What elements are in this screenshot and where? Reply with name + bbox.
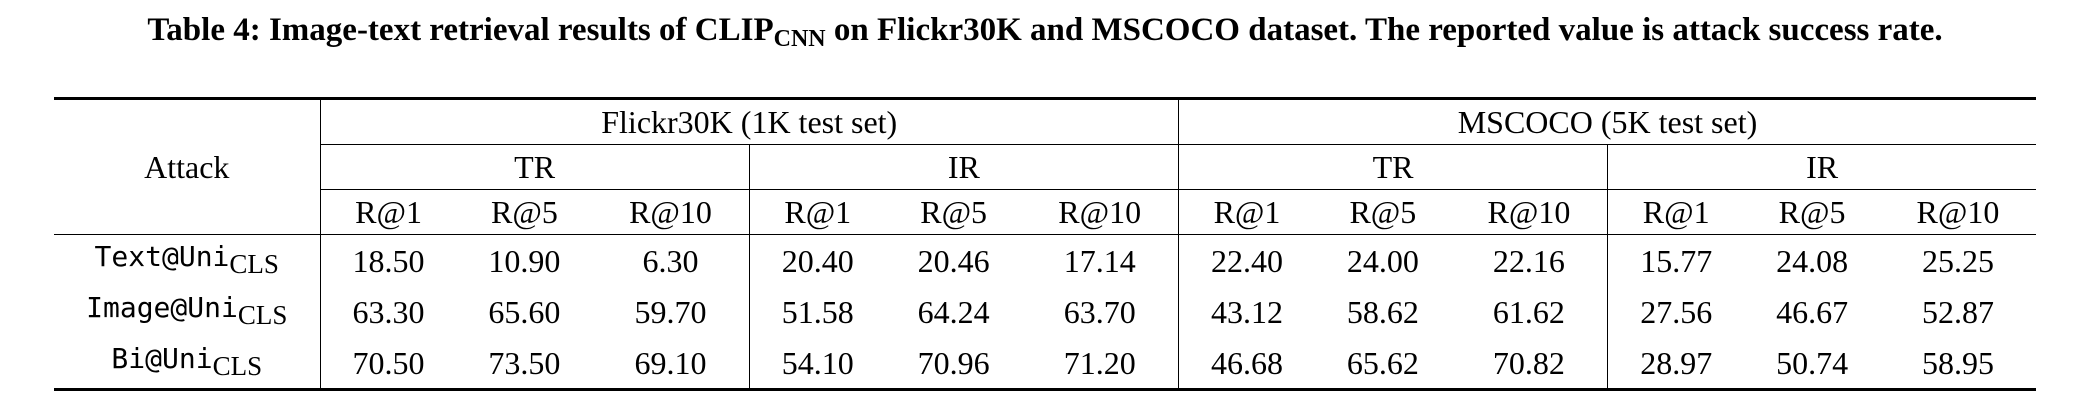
- value-cell: 27.56: [1607, 286, 1745, 337]
- value-cell: 24.08: [1776, 242, 1849, 279]
- value-cell: 22.40: [1177, 234, 1316, 286]
- value-cell: 24.00: [1346, 242, 1419, 279]
- value-cell: 65.60: [488, 293, 561, 330]
- value-cell: 70.50: [319, 337, 457, 391]
- table-row: Image@UniCLS 63.30 65.60 59.70 51.58 64.…: [54, 286, 2036, 337]
- value-cell: 64.24: [917, 293, 990, 330]
- metric-header: R@1: [1607, 189, 1745, 235]
- metric-header: R@1: [748, 189, 886, 235]
- value-cell: 65.62: [1315, 337, 1451, 391]
- metric-header: R@5: [1778, 194, 1846, 230]
- value-cell: 22.16: [1492, 242, 1565, 279]
- value-cell: 46.67: [1776, 293, 1849, 330]
- task-header: IR: [748, 144, 1179, 190]
- task-header: TR: [1177, 144, 1608, 190]
- task-header: IR: [1607, 144, 2036, 190]
- table-row: Bi@UniCLS 70.50 73.50 69.10 54.10 70.96 …: [54, 337, 2036, 391]
- header-row-datasets: Attack Flickr30K (1K test set) MSCOCO (5…: [54, 97, 2036, 235]
- value-cell: 73.50: [456, 337, 593, 391]
- header-row-tasks: TR IR TR IR: [54, 144, 2036, 190]
- value-cell: 51.58: [748, 286, 886, 337]
- metric-header: R@5: [1349, 194, 1417, 230]
- attack-name: Bi@UniCLS: [54, 337, 320, 391]
- dataset-header-flickr: Flickr30K (1K test set): [319, 97, 1179, 145]
- value-cell: 50.74: [1744, 337, 1880, 391]
- caption-subscript: CNN: [773, 26, 826, 52]
- attack-name: Text@UniCLS: [94, 240, 279, 279]
- value-cell: 69.10: [592, 337, 750, 391]
- value-cell: 20.46: [917, 242, 990, 279]
- value-cell: 46.68: [1177, 337, 1316, 391]
- value-cell: 52.87: [1921, 293, 1994, 330]
- caption-prefix: Table 4: Image-text retrieval results of…: [147, 12, 774, 48]
- caption-suffix: on Flickr30K and MSCOCO dataset. The rep…: [825, 12, 1943, 48]
- value-cell: 17.14: [1063, 242, 1136, 279]
- value-cell: 70.96: [885, 337, 1022, 391]
- table-row: Text@UniCLS 18.50 10.90 6.30 20.40 20.46…: [54, 234, 2036, 286]
- metric-header: R@5: [920, 194, 988, 230]
- metric-header: R@10: [1058, 194, 1142, 230]
- value-cell: 15.77: [1607, 234, 1745, 286]
- metric-header: R@5: [491, 194, 558, 230]
- table-caption: Table 4: Image-text retrieval results of…: [0, 8, 2090, 61]
- metric-header: R@1: [1177, 189, 1316, 235]
- value-cell: 58.62: [1346, 293, 1419, 330]
- task-header: TR: [319, 144, 750, 190]
- value-cell: 18.50: [319, 234, 457, 286]
- value-cell: 71.20: [1021, 337, 1179, 391]
- metric-header: R@10: [629, 194, 712, 230]
- value-cell: 10.90: [488, 242, 561, 279]
- value-cell: 20.40: [748, 234, 886, 286]
- value-cell: 63.70: [1063, 293, 1136, 330]
- value-cell: 63.30: [319, 286, 457, 337]
- metric-header: R@10: [1487, 194, 1571, 230]
- value-cell: 58.95: [1879, 337, 2036, 391]
- metric-header: R@10: [1916, 194, 2000, 230]
- value-cell: 70.82: [1450, 337, 1608, 391]
- attack-header: Attack: [54, 97, 320, 235]
- header-row-metrics: R@1 R@5 R@10 R@1 R@5 R@10 R@1 R@5 R@10 R…: [54, 189, 2036, 235]
- value-cell: 59.70: [634, 293, 707, 330]
- value-cell: 28.97: [1607, 337, 1745, 391]
- value-cell: 6.30: [642, 242, 699, 279]
- value-cell: 54.10: [748, 337, 886, 391]
- value-cell: 61.62: [1492, 293, 1565, 330]
- value-cell: 43.12: [1177, 286, 1316, 337]
- attack-name: Image@UniCLS: [86, 291, 288, 330]
- results-table: Attack Flickr30K (1K test set) MSCOCO (5…: [54, 97, 2036, 391]
- metric-header: R@1: [319, 189, 457, 235]
- dataset-header-mscoco: MSCOCO (5K test set): [1177, 97, 2036, 145]
- value-cell: 25.25: [1921, 242, 1994, 279]
